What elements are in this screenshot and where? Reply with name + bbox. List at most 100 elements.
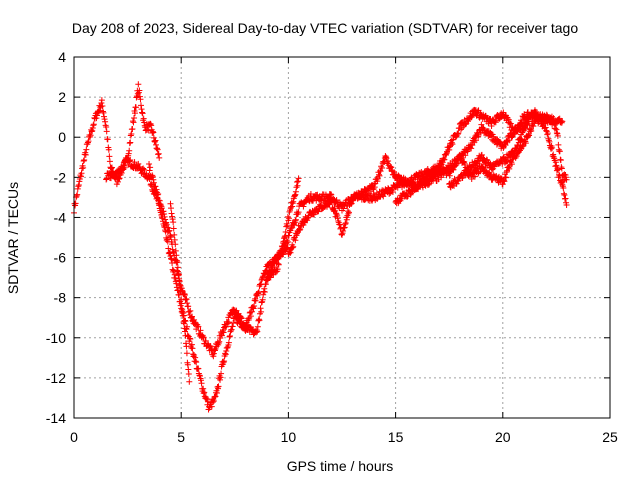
y-tick-label: -8: [54, 290, 67, 306]
data-point: [127, 139, 134, 146]
data-point: [127, 132, 134, 139]
data-point: [137, 96, 144, 103]
data-point: [296, 227, 303, 234]
data-point: [168, 233, 175, 240]
data-point: [116, 170, 123, 177]
data-point: [224, 320, 231, 327]
data-point: [290, 198, 297, 205]
data-point: [106, 153, 113, 160]
series-track-6: [285, 111, 570, 258]
data-point: [519, 142, 526, 149]
data-point: [140, 115, 147, 122]
data-point: [490, 133, 497, 140]
data-point: [558, 165, 565, 172]
data-point: [128, 130, 135, 137]
data-point: [371, 184, 378, 191]
data-point: [560, 185, 567, 192]
data-point: [327, 191, 334, 198]
data-point: [223, 323, 230, 330]
data-point: [181, 292, 188, 299]
data-point: [505, 116, 512, 123]
data-point: [455, 130, 462, 137]
data-point: [171, 252, 178, 259]
data-point: [294, 182, 301, 189]
data-point: [172, 275, 179, 282]
data-point: [251, 302, 258, 309]
x-axis-label: GPS time / hours: [287, 458, 394, 474]
data-point: [186, 378, 193, 385]
data-point: [193, 359, 200, 366]
data-point: [157, 202, 164, 209]
data-point: [252, 297, 259, 304]
data-point: [212, 393, 219, 400]
data-point: [162, 220, 169, 227]
data-point: [273, 260, 280, 267]
data-point: [116, 175, 123, 182]
data-point: [342, 221, 349, 228]
data-point: [438, 174, 445, 181]
data-point: [181, 290, 188, 297]
data-point: [480, 155, 487, 162]
data-point: [192, 358, 199, 365]
data-point: [226, 332, 233, 339]
data-point: [201, 389, 208, 396]
data-point: [187, 335, 194, 342]
data-point: [284, 213, 291, 220]
data-point: [90, 122, 97, 129]
x-tick-label: 15: [388, 429, 404, 445]
data-point: [166, 249, 173, 256]
data-point: [103, 128, 110, 135]
data-point: [502, 174, 509, 181]
data-point: [531, 108, 538, 115]
data-point: [112, 173, 119, 180]
data-point: [499, 160, 506, 167]
data-point: [162, 216, 169, 223]
data-point: [185, 303, 192, 310]
data-point: [446, 146, 453, 153]
data-point: [185, 371, 192, 378]
data-point: [247, 313, 254, 320]
data-point: [89, 124, 96, 131]
data-point: [517, 137, 524, 144]
data-point: [202, 337, 209, 344]
data-point: [90, 121, 97, 128]
data-point: [192, 354, 199, 361]
data-point: [141, 166, 148, 173]
data-point: [289, 203, 296, 210]
data-point: [176, 275, 183, 282]
data-point: [154, 191, 161, 198]
data-point: [167, 200, 174, 207]
data-point: [387, 163, 394, 170]
data-point: [215, 340, 222, 347]
data-point: [375, 171, 382, 178]
data-point: [554, 132, 561, 139]
data-point: [164, 224, 171, 231]
data-point: [83, 146, 90, 153]
data-point: [511, 152, 518, 159]
data-point: [173, 267, 180, 274]
data-point: [258, 299, 265, 306]
data-point: [269, 267, 276, 274]
data-point: [150, 176, 157, 183]
data-point: [524, 118, 531, 125]
data-point: [150, 129, 157, 136]
data-point: [126, 158, 133, 165]
data-point: [127, 156, 134, 163]
data-point: [267, 274, 274, 281]
data-point: [343, 203, 350, 210]
plot-frame: [73, 56, 611, 419]
data-point: [152, 137, 159, 144]
data-point: [148, 122, 155, 129]
data-point: [508, 161, 515, 168]
data-point: [555, 174, 562, 181]
data-point: [126, 147, 133, 154]
data-point: [348, 200, 355, 207]
data-point: [254, 323, 261, 330]
data-point: [255, 316, 262, 323]
data-point: [478, 152, 485, 159]
data-point: [176, 292, 183, 299]
data-point: [210, 350, 217, 357]
data-point: [158, 205, 165, 212]
data-point: [300, 203, 307, 210]
data-point: [221, 358, 228, 365]
